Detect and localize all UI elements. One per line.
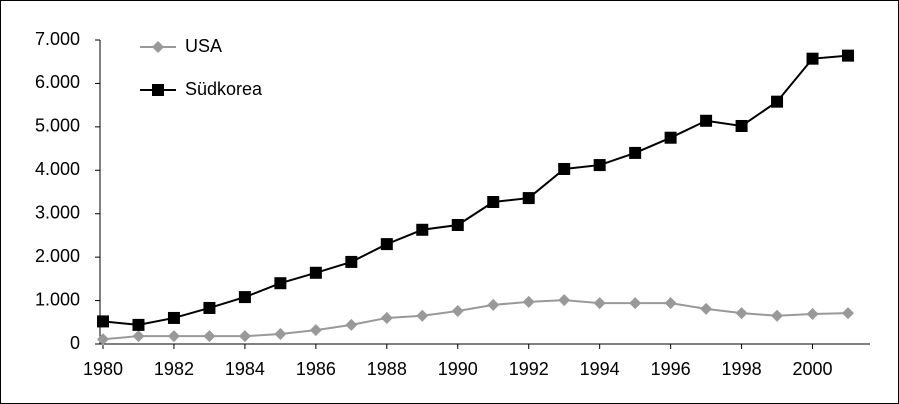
data-point [132, 318, 145, 331]
data-point [522, 192, 535, 205]
legend-marker [152, 84, 164, 96]
x-tick-label: 1996 [651, 359, 691, 379]
y-tick-label: 5.000 [35, 116, 80, 136]
data-point [380, 311, 393, 324]
data-point [309, 266, 322, 279]
data-point [700, 302, 713, 315]
x-tick-label: 1990 [438, 359, 478, 379]
x-tick-label: 1986 [296, 359, 336, 379]
legend-label: Südkorea [185, 79, 263, 99]
data-point [238, 291, 251, 304]
data-point [806, 308, 819, 321]
x-tick-label: 1988 [367, 359, 407, 379]
data-point [558, 294, 571, 307]
data-point [593, 297, 606, 310]
data-point [842, 49, 854, 62]
data-point [203, 301, 216, 314]
data-point [451, 304, 464, 317]
series-line [102, 299, 849, 341]
y-tick-label: 6.000 [35, 72, 80, 92]
legend-label: USA [185, 36, 222, 56]
data-point [451, 219, 464, 232]
data-point [97, 333, 109, 346]
legend-marker [152, 41, 164, 53]
y-tick-label: 7.000 [35, 29, 80, 49]
data-point [380, 238, 393, 251]
data-point [593, 159, 606, 172]
x-tick-label: 2000 [793, 359, 833, 379]
data-point [771, 309, 784, 322]
series-line [102, 54, 849, 326]
data-point [345, 318, 358, 331]
data-point [558, 162, 571, 175]
data-point [97, 315, 109, 328]
data-point [842, 307, 854, 320]
data-point [167, 330, 180, 343]
y-tick-label: 1.000 [35, 289, 80, 309]
data-point [203, 330, 216, 343]
data-point [522, 295, 535, 308]
data-point [629, 146, 642, 159]
data-point [309, 324, 322, 337]
data-point [167, 311, 180, 324]
y-tick-label: 3.000 [35, 202, 80, 222]
data-point [629, 297, 642, 310]
data-point [771, 95, 784, 108]
data-point [664, 297, 677, 310]
data-point [274, 328, 287, 341]
data-point [735, 119, 748, 132]
x-tick-label: 1984 [225, 359, 265, 379]
x-tick-label: 1994 [580, 359, 620, 379]
data-point [664, 131, 677, 144]
data-point [487, 195, 500, 208]
y-tick-label: 0 [70, 333, 80, 353]
x-tick-label: 1980 [83, 359, 123, 379]
data-point [274, 277, 287, 290]
x-tick-label: 1998 [722, 359, 762, 379]
data-point [487, 298, 500, 311]
data-point [416, 309, 429, 322]
y-tick-label: 4.000 [35, 159, 80, 179]
data-point [806, 52, 819, 65]
x-tick-label: 1982 [154, 359, 194, 379]
data-point [238, 330, 251, 343]
data-point [345, 255, 358, 268]
data-point [700, 114, 713, 127]
data-point [132, 330, 145, 343]
data-point [735, 307, 748, 320]
y-tick-label: 2.000 [35, 246, 80, 266]
data-point [416, 223, 429, 236]
x-tick-label: 1992 [509, 359, 549, 379]
